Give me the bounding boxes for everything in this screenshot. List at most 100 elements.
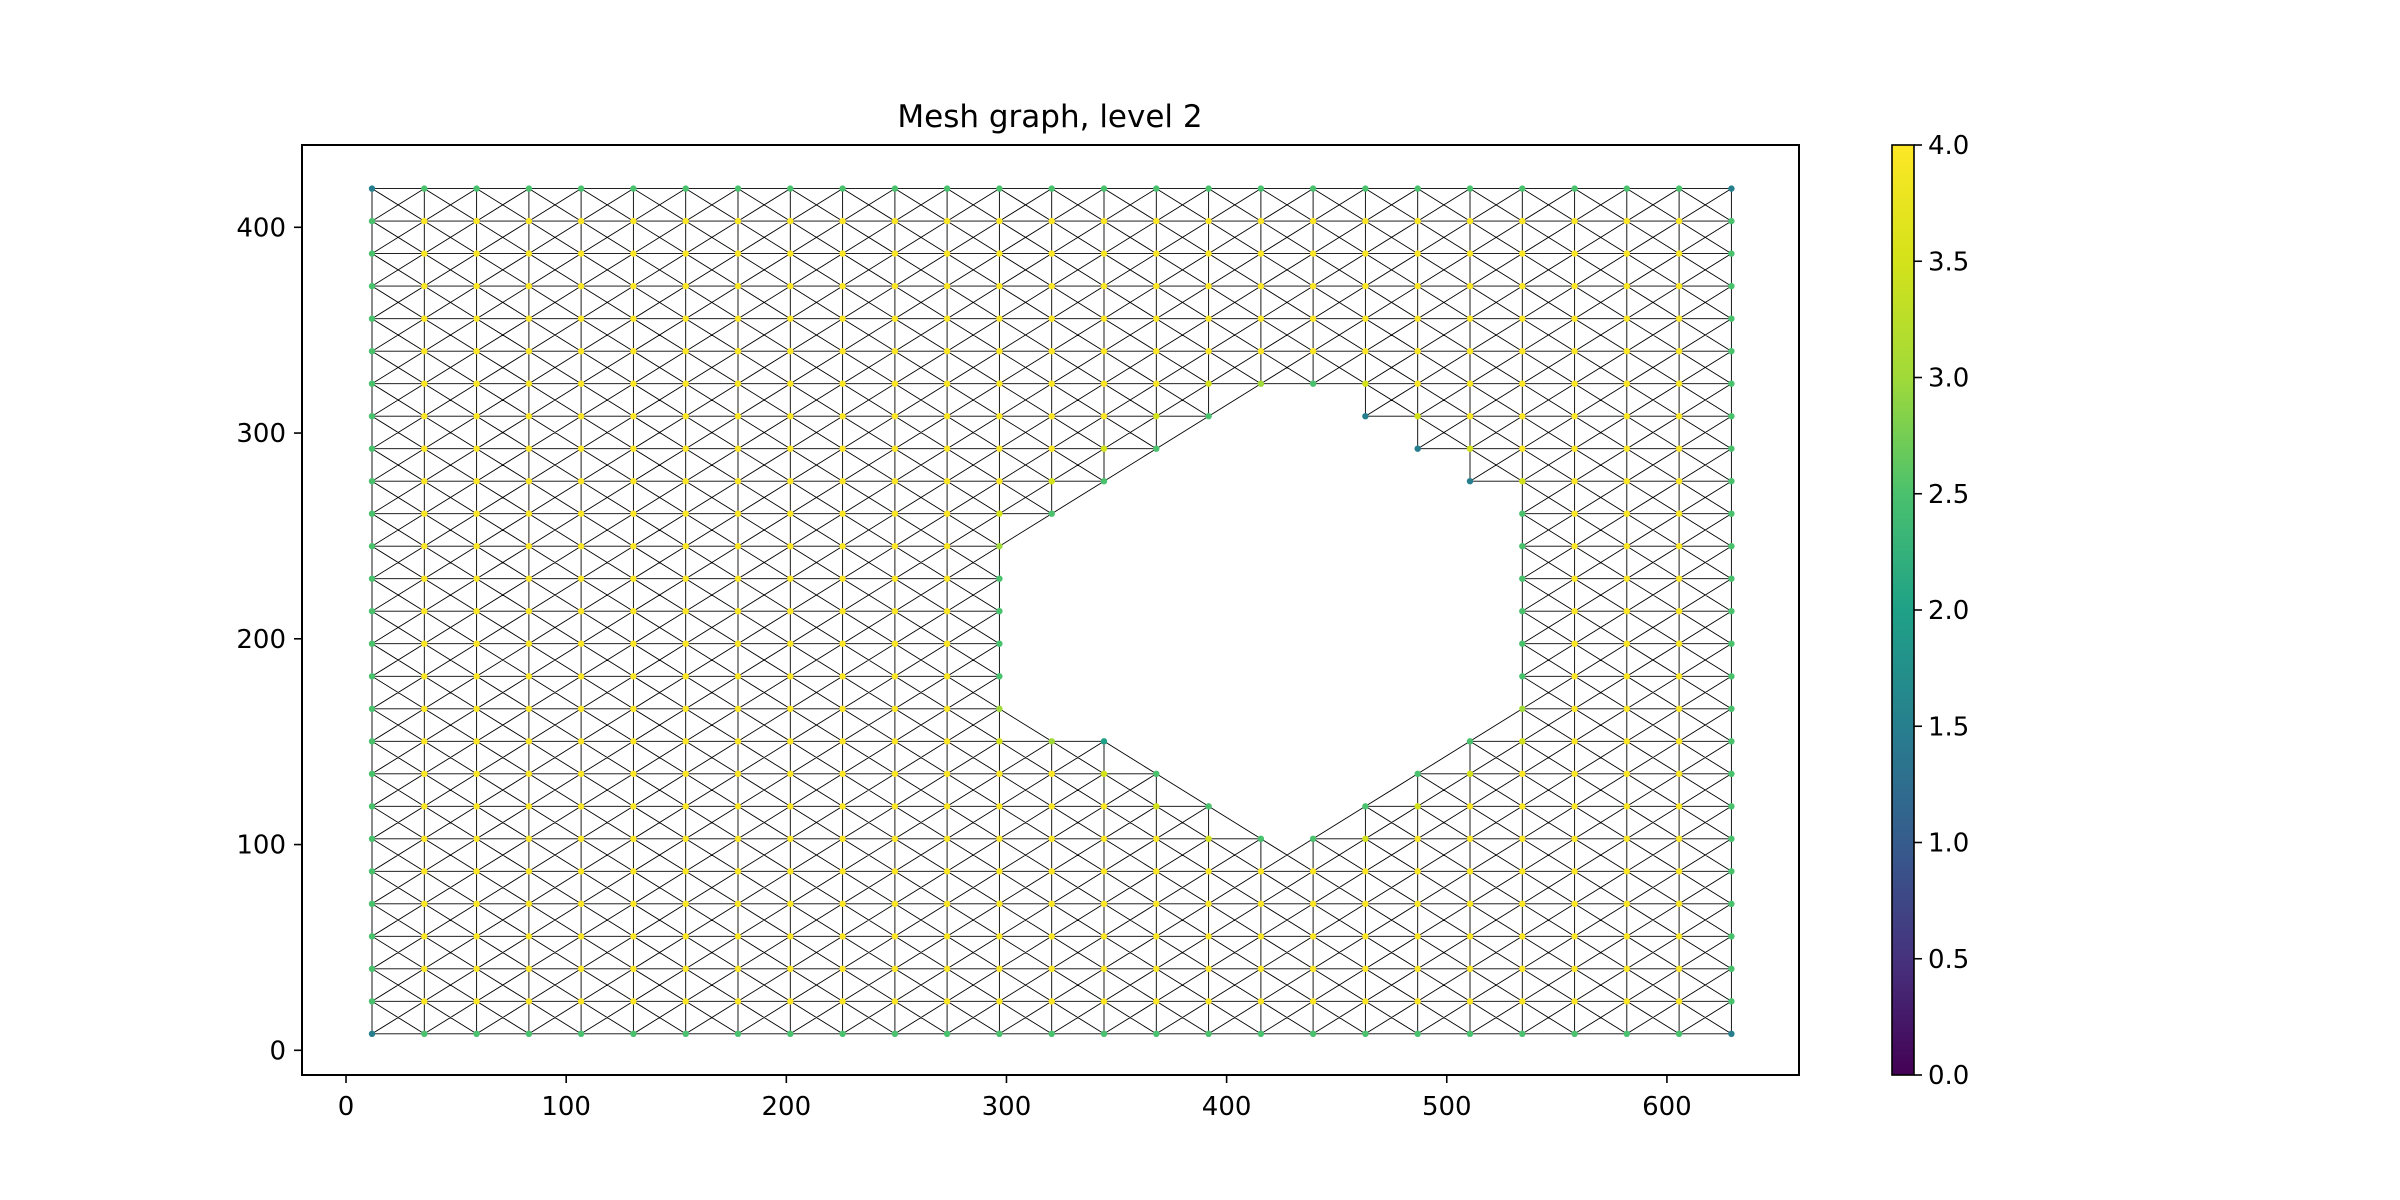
mesh-node [892,1031,898,1037]
mesh-node [1728,673,1734,679]
mesh-node [1728,966,1734,972]
mesh-node [839,543,845,549]
mesh-node [683,348,689,354]
mesh-node [1153,413,1159,419]
mesh-node [1519,836,1525,842]
mesh-node [578,836,584,842]
mesh-node [892,511,898,517]
mesh-node [839,185,845,191]
mesh-edges [372,189,1731,1034]
mesh-node [1101,316,1107,322]
mesh-node [1101,348,1107,354]
mesh-node [839,771,845,777]
mesh-node [1571,608,1577,614]
mesh-node [996,608,1002,614]
mesh-node [735,543,741,549]
mesh-node [944,608,950,614]
mesh-node [369,511,375,517]
mesh-node [369,706,375,712]
mesh-node [787,901,793,907]
colorbar-tick-label: 3.5 [1928,247,1969,277]
mesh-node [683,478,689,484]
mesh-node [1676,543,1682,549]
mesh-node [996,933,1002,939]
mesh-node [683,511,689,517]
mesh-node [683,673,689,679]
mesh-node [1258,901,1264,907]
mesh-node [578,706,584,712]
colorbar-tick-label: 0.0 [1928,1061,1969,1091]
mesh-node [892,738,898,744]
mesh-node [996,771,1002,777]
mesh-node [473,901,479,907]
mesh-node [1049,901,1055,907]
mesh-node [1101,836,1107,842]
mesh-node [1676,381,1682,387]
mesh-node [1519,868,1525,874]
mesh-node [892,608,898,614]
mesh-node [944,316,950,322]
mesh-node [473,511,479,517]
mesh-node [369,413,375,419]
mesh-node [1153,868,1159,874]
mesh-node [1415,283,1421,289]
mesh-node [996,381,1002,387]
mesh-node [1676,901,1682,907]
mesh-node [369,543,375,549]
mesh-node [1258,868,1264,874]
mesh-node [473,738,479,744]
x-tick-label: 600 [1642,1092,1692,1122]
mesh-node [578,381,584,387]
mesh-node [1153,316,1159,322]
mesh-node [683,185,689,191]
mesh-node [1728,478,1734,484]
mesh-node [735,803,741,809]
mesh-node [1519,218,1525,224]
mesh-node [630,901,636,907]
mesh-node [630,348,636,354]
mesh-node [630,738,636,744]
mesh-node [1676,478,1682,484]
mesh-node [1624,738,1630,744]
mesh-node [944,511,950,517]
mesh-node [996,673,1002,679]
mesh-node [1101,478,1107,484]
mesh-node [1624,543,1630,549]
mesh-node [892,771,898,777]
mesh-node [683,641,689,647]
mesh-node [1310,836,1316,842]
mesh-node [1519,966,1525,972]
mesh-node [526,901,532,907]
mesh-node [1049,348,1055,354]
mesh-node [1153,771,1159,777]
mesh-node [1049,1031,1055,1037]
mesh-node [630,218,636,224]
mesh-node [421,185,427,191]
mesh-node [526,868,532,874]
mesh-node [473,868,479,874]
mesh-node [1310,218,1316,224]
mesh-node [944,706,950,712]
mesh-node [839,381,845,387]
mesh-node [1362,901,1368,907]
mesh-node [1049,836,1055,842]
mesh-node [1205,283,1211,289]
mesh-node [1049,185,1055,191]
colorbar-tick-label: 1.5 [1928,712,1969,742]
mesh-node [1310,348,1316,354]
mesh-node [578,771,584,777]
mesh-node [1362,218,1368,224]
mesh-node [1676,511,1682,517]
mesh-node [1310,381,1316,387]
mesh-node [787,998,793,1004]
mesh-node [1415,185,1421,191]
mesh-node [369,868,375,874]
mesh-node [735,316,741,322]
mesh-node [1728,316,1734,322]
mesh-node [1049,771,1055,777]
mesh-node [996,218,1002,224]
mesh-node [421,868,427,874]
mesh-node [1101,738,1107,744]
mesh-node [683,933,689,939]
